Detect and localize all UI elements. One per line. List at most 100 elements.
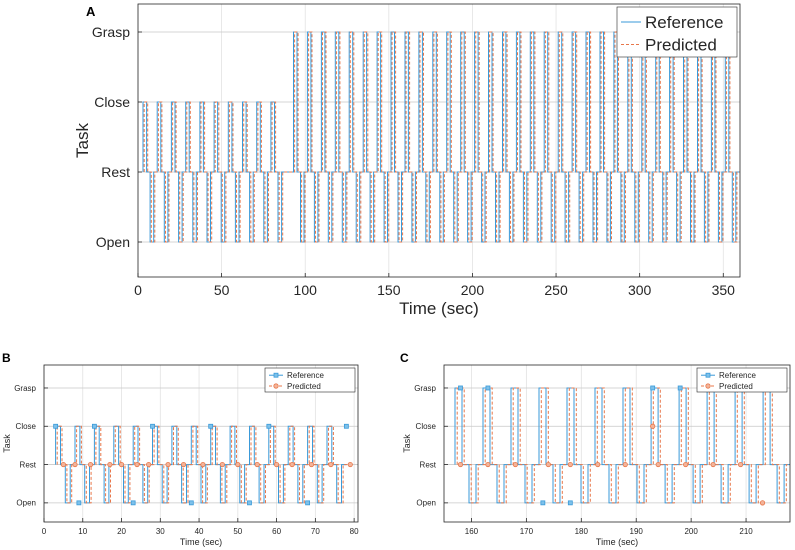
predicted-marker [273,461,280,468]
predicted-marker [545,461,551,468]
predicted-marker [87,461,94,468]
x-tick-label: 300 [628,282,652,298]
legend-label-reference: Reference [287,371,324,380]
x-tick-label: 190 [630,527,644,536]
x-tick-label: 60 [272,527,281,536]
legend: Reference Predicted [264,367,356,393]
predicted-marker [683,461,689,468]
reference-marker [266,423,272,429]
axes-frame [137,3,741,278]
axes-frame [443,364,791,523]
y-tick-label: Close [16,422,37,431]
predicted-marker [254,461,260,468]
legend-label-reference: Reference [645,13,723,32]
reference-marker [150,423,155,429]
x-tick-label: 0 [42,527,47,536]
legend-marker [273,372,279,378]
chart-panel-a: 0 50 100 150 200 250 300 350 Open Rest Close Grasp T… [73,3,741,318]
reference-marker [650,385,656,391]
legend-marker [705,383,711,389]
x-tick-label: 180 [575,527,589,536]
reference-marker [208,423,214,429]
x-tick-label: 80 [350,527,359,536]
legend-box [696,367,788,393]
legend-box [616,6,738,58]
reference-marker [540,500,546,506]
reference-marker [76,500,82,506]
legend: Reference Predicted [616,6,738,58]
predicted-marker [737,461,744,468]
x-tick-label: 50 [214,282,230,298]
legend-label-predicted: Predicted [287,382,321,391]
x-tick-label: 160 [465,527,479,536]
x-axis-label: Time (sec) [596,537,638,547]
reference-marker [188,500,194,506]
x-tick-label: 20 [117,527,126,536]
predicted-marker [457,461,464,468]
x-tick-label: 250 [544,282,568,298]
predicted-marker [710,461,716,468]
x-tick-label: 50 [233,527,242,536]
legend-label-predicted: Predicted [645,35,717,54]
reference-marker [247,500,252,506]
x-tick-label: 350 [712,282,736,298]
panel-letter: A [86,4,96,19]
x-tick-label: 200 [684,527,698,536]
panel-letter: B [2,351,11,365]
series-predicted-line [143,31,740,243]
legend: Reference Predicted [696,367,788,393]
reference-marker [567,500,573,506]
legend-label-reference: Reference [719,371,756,380]
x-axis-label: Time (sec) [180,537,222,547]
predicted-marker [650,423,656,429]
reference-marker [458,385,463,391]
y-axis-label: Task [2,434,12,453]
reference-marker [343,423,349,429]
axes-frame [43,364,359,523]
y-tick-label: Rest [20,460,37,469]
predicted-marker [567,461,573,468]
y-tick-label: Grasp [414,384,436,393]
predicted-marker [289,461,295,468]
y-tick-label: Close [94,94,130,110]
reference-marker [130,500,136,506]
predicted-marker [200,461,206,468]
x-tick-label: 200 [461,282,485,298]
predicted-marker [328,461,334,468]
predicted-marker [60,461,66,468]
chart-panel-b: 0 10 20 30 40 50 60 70 80 Open Rest Close Grasp Time … [2,351,359,547]
x-tick-label: 70 [311,527,320,536]
predicted-marker [759,500,766,506]
predicted-marker [219,461,225,468]
y-tick-label: Open [96,234,130,250]
reference-marker [485,385,491,391]
predicted-marker [134,461,140,468]
predicted-marker [165,461,171,468]
y-tick-label: Rest [420,460,437,469]
predicted-marker [512,461,518,468]
y-axis-label: Task [73,123,92,158]
reference-marker [91,423,97,429]
y-tick-label: Open [16,499,36,508]
reference-marker [53,423,59,429]
legend-marker [273,383,279,389]
legend-marker [705,372,711,378]
x-tick-label: 40 [195,527,204,536]
y-tick-label: Grasp [14,384,36,393]
legend-label-predicted: Predicted [719,382,753,391]
y-tick-label: Close [416,422,437,431]
x-tick-label: 170 [520,527,534,536]
predicted-marker [622,461,628,468]
y-axis-label: Task [402,434,412,453]
y-tick-label: Open [416,499,436,508]
predicted-marker [146,461,152,468]
x-tick-label: 30 [156,527,165,536]
panel-letter: C [400,351,409,365]
predicted-marker [308,461,315,468]
predicted-marker [655,461,661,468]
x-axis-label: Time (sec) [399,299,479,318]
legend-box [264,367,356,393]
predicted-marker [72,461,78,468]
predicted-marker [107,461,113,468]
